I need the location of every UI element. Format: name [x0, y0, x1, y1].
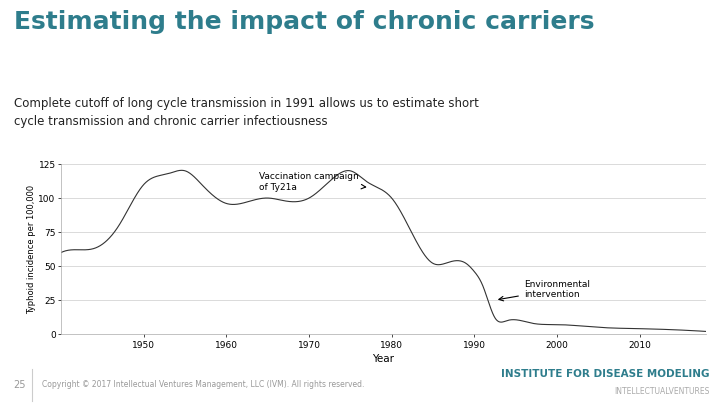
Y-axis label: Typhoid incidence per 100,000: Typhoid incidence per 100,000	[27, 185, 35, 313]
Text: Complete cutoff of long cycle transmission in 1991 allows us to estimate short
c: Complete cutoff of long cycle transmissi…	[14, 97, 480, 128]
Text: 25: 25	[13, 380, 25, 390]
Text: Copyright © 2017 Intellectual Ventures Management, LLC (IVM). All rights reserve: Copyright © 2017 Intellectual Ventures M…	[42, 380, 364, 389]
X-axis label: Year: Year	[372, 354, 395, 364]
Text: Estimating the impact of chronic carriers: Estimating the impact of chronic carrier…	[14, 10, 595, 34]
Text: Environmental
intervention: Environmental intervention	[499, 280, 590, 301]
Text: INTELLECTUALVENTURES: INTELLECTUALVENTURES	[614, 387, 709, 396]
Text: INSTITUTE FOR DISEASE MODELING: INSTITUTE FOR DISEASE MODELING	[500, 369, 709, 379]
Text: Vaccination campaign
of Ty21a: Vaccination campaign of Ty21a	[259, 172, 366, 192]
